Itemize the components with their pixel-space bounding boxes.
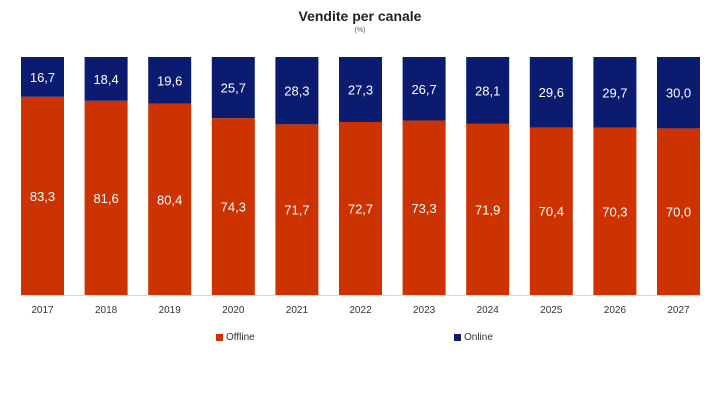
bar-online-2022: [339, 57, 382, 122]
data-label-online-2027: 30,0: [666, 86, 691, 101]
data-label-online-2019: 19,6: [157, 73, 182, 88]
data-label-offline-2018: 81,6: [93, 191, 118, 206]
legend-item-online: Online: [454, 332, 493, 343]
data-label-online-2026: 29,7: [602, 85, 627, 100]
bar-offline-2018: [84, 100, 128, 296]
data-label-offline-2020: 74,3: [221, 200, 246, 215]
bar-online-2025: [529, 57, 573, 128]
data-label-offline-2017: 83,3: [30, 189, 55, 204]
bar-offline-2020: [211, 118, 255, 295]
bar-online-2024: [466, 57, 510, 124]
data-label-online-2023: 26,7: [411, 82, 436, 97]
bar-offline-2026: [593, 127, 637, 295]
data-label-offline-2021: 71,7: [284, 203, 309, 218]
bar-online-2023: [402, 57, 446, 121]
bar-offline-2019: [148, 103, 192, 295]
data-label-online-2021: 28,3: [284, 84, 309, 99]
x-tick-label: 2027: [667, 305, 690, 316]
x-tick-label: 2021: [286, 305, 309, 316]
data-label-offline-2027: 70,0: [666, 205, 691, 220]
bar-offline-2024: [466, 123, 510, 296]
bar-online-2018: [84, 57, 128, 101]
x-tick-label: 2026: [604, 305, 627, 316]
data-label-online-2025: 29,6: [539, 85, 564, 100]
x-tick-label: 2020: [222, 305, 245, 316]
data-label-offline-2026: 70,3: [602, 204, 627, 219]
x-tick-label: 2019: [159, 305, 182, 316]
data-label-online-2022: 27,3: [348, 82, 373, 97]
x-tick-label: 2017: [31, 305, 54, 316]
legend-label-online: Online: [464, 332, 493, 343]
bar-offline-2025: [529, 127, 573, 295]
chart-title: Vendite per canale: [298, 8, 422, 24]
data-label-online-2017: 16,7: [30, 70, 55, 85]
data-label-online-2018: 18,4: [93, 72, 118, 87]
bar-online-2019: [148, 57, 192, 104]
bar-online-2021: [275, 57, 319, 125]
x-tick-label: 2025: [540, 305, 563, 316]
data-label-online-2024: 28,1: [475, 83, 500, 98]
legend-swatch-online: [454, 334, 461, 341]
bar-online-2027: [657, 57, 700, 129]
data-label-online-2020: 25,7: [221, 81, 246, 96]
data-label-offline-2024: 71,9: [475, 202, 500, 217]
data-label-offline-2025: 70,4: [539, 204, 564, 219]
data-label-offline-2023: 73,3: [411, 201, 436, 216]
legend-swatch-offline: [216, 334, 223, 341]
bar-online-2017: [21, 57, 64, 97]
bar-offline-2023: [402, 120, 446, 296]
chart-subtitle: (%): [354, 27, 366, 34]
bar-offline-2027: [657, 128, 700, 295]
bar-offline-2021: [275, 124, 319, 295]
bar-offline-2022: [339, 121, 382, 295]
bar-online-2026: [593, 57, 637, 128]
x-tick-label: 2018: [95, 305, 118, 316]
legend-label-offline: Offline: [226, 332, 255, 343]
data-label-offline-2022: 72,7: [348, 201, 373, 216]
legend-item-offline: Offline: [216, 332, 255, 343]
bar-offline-2017: [21, 96, 64, 295]
x-tick-label: 2022: [349, 305, 372, 316]
bar-online-2020: [211, 57, 255, 119]
x-tick-label: 2023: [413, 305, 436, 316]
x-tick-label: 2024: [477, 305, 500, 316]
data-label-offline-2019: 80,4: [157, 192, 182, 207]
